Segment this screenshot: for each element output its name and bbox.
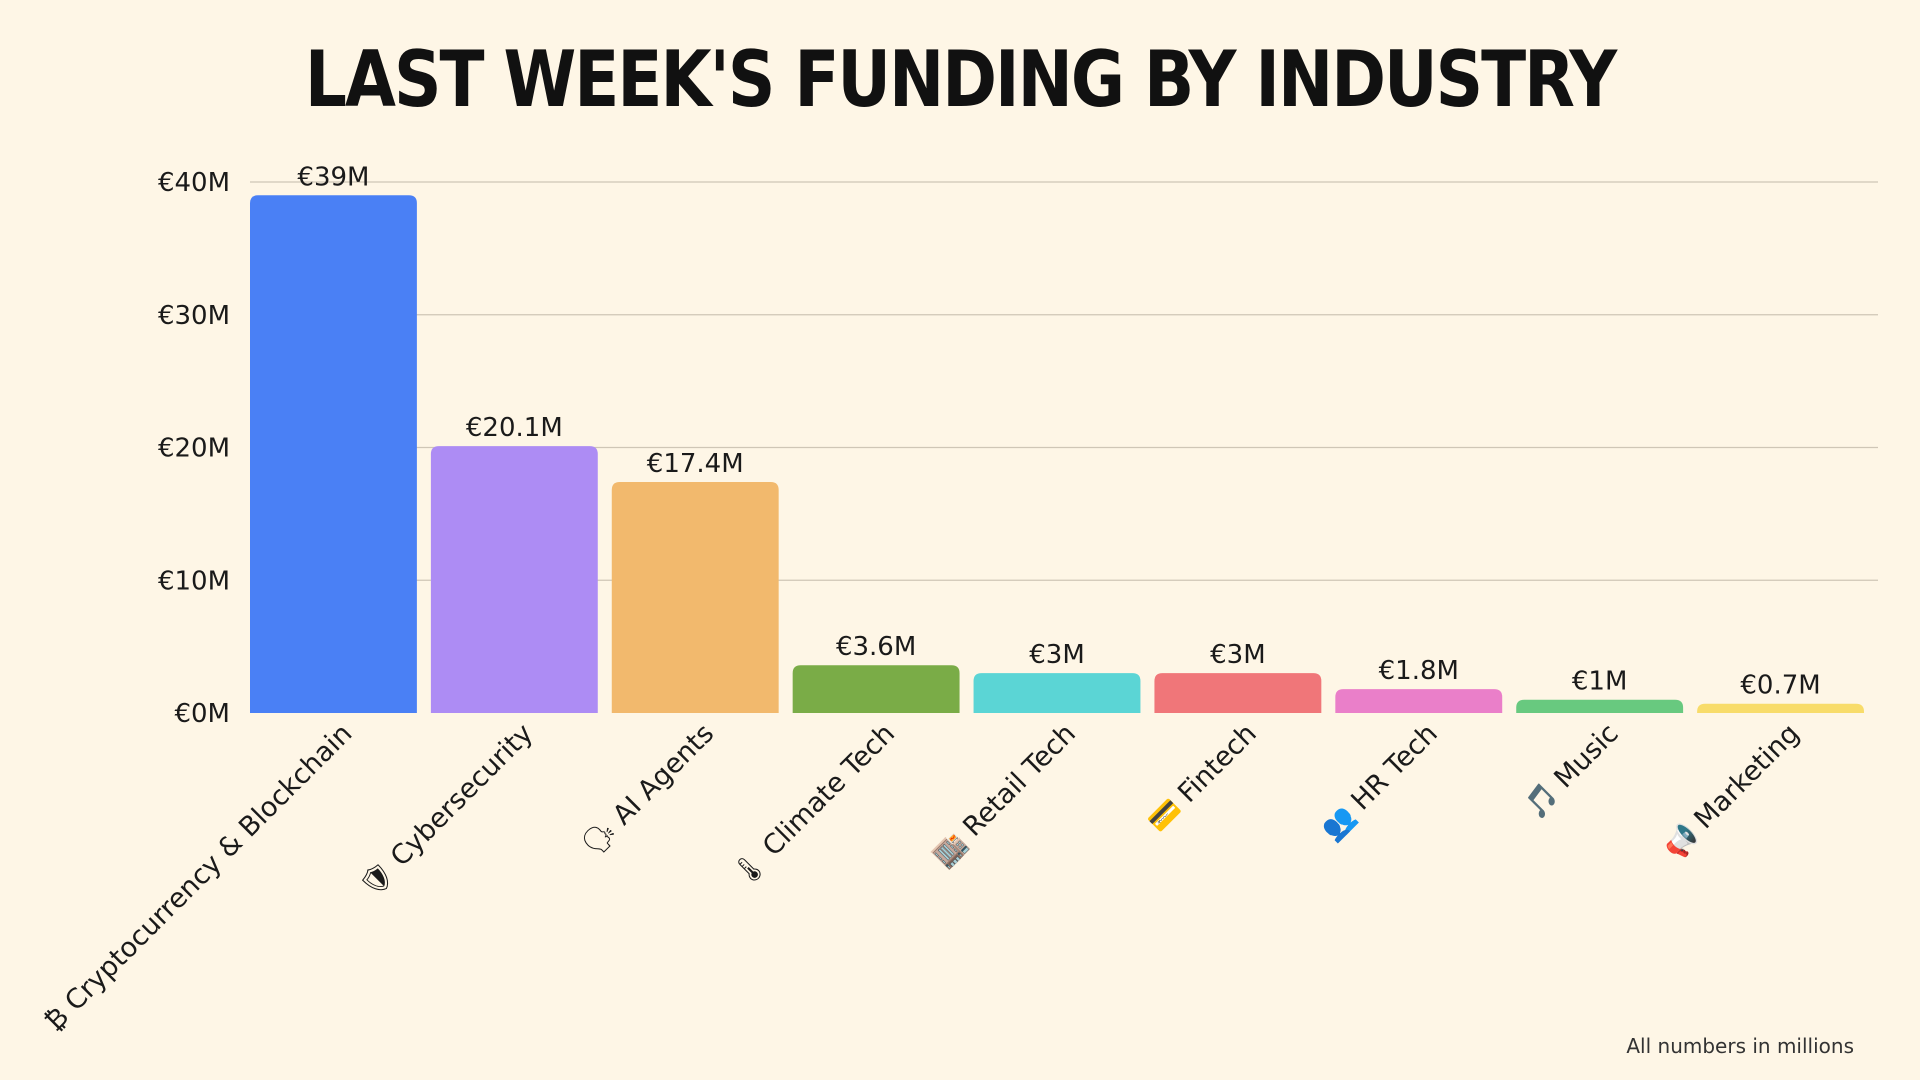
- y-axis-ticks: €0M €10M €20M €30M €40M: [158, 168, 230, 729]
- category-name: Music: [1548, 718, 1624, 794]
- bar-value-label: €3M: [1029, 640, 1085, 670]
- bar: [1154, 673, 1322, 713]
- category-name: Cryptocurrency & Blockchain: [59, 718, 358, 1017]
- category-name: Marketing: [1688, 718, 1805, 835]
- y-tick-label: €10M: [158, 566, 230, 596]
- y-tick-label: €40M: [158, 168, 230, 198]
- y-tick-label: €30M: [158, 301, 230, 331]
- category-name: HR Tech: [1345, 718, 1443, 816]
- x-tick-label: 🌡 Climate Tech: [727, 718, 902, 893]
- bar: [792, 665, 960, 713]
- bar-value-label: €17.4M: [647, 449, 744, 479]
- bar-value-label: €0.7M: [1740, 671, 1820, 701]
- bar: [1516, 699, 1684, 713]
- footnote: All numbers in millions: [1626, 1034, 1854, 1058]
- x-axis-labels: ₿ Cryptocurrency & Blockchain🛡 Cybersecu…: [39, 717, 1806, 1037]
- x-tick-label: 🗣 AI Agents: [577, 718, 720, 861]
- chart-title: LAST WEEK'S FUNDING BY INDUSTRY: [304, 34, 1617, 125]
- category-name: Fintech: [1172, 718, 1263, 809]
- x-tick-label: 🛡 Cybersecurity: [355, 718, 540, 903]
- bar-value-label: €3.6M: [836, 632, 916, 662]
- bar-value-label: €1.8M: [1379, 656, 1459, 686]
- bar-value-label: €20.1M: [466, 413, 563, 443]
- value-labels: €39M €20.1M €17.4M €3.6M €3M €3M €1.8M €1M €0.7M: [297, 162, 1820, 700]
- category-name: Climate Tech: [757, 718, 901, 862]
- bar: [430, 446, 598, 713]
- category-name: Cybersecurity: [385, 718, 540, 873]
- x-tick-label: 👥 HR Tech: [1316, 718, 1444, 846]
- x-tick-label: 📢 Marketing: [1658, 717, 1806, 865]
- x-tick-label: 🎵 Music: [1519, 718, 1625, 824]
- category-name: AI Agents: [607, 718, 720, 831]
- category-name: Retail Tech: [957, 718, 1082, 843]
- x-tick-label: 💳 Fintech: [1142, 718, 1263, 839]
- x-tick-label: 🏬 Retail Tech: [927, 718, 1082, 873]
- bar: [250, 195, 417, 713]
- x-tick-label: ₿ Cryptocurrency & Blockchain: [39, 718, 358, 1037]
- bar: [611, 482, 779, 713]
- bar-value-label: €3M: [1210, 640, 1266, 670]
- bar-value-label: €39M: [297, 162, 369, 192]
- bar-value-label: €1M: [1572, 667, 1628, 697]
- y-tick-label: €0M: [174, 699, 230, 729]
- bar: [973, 673, 1141, 713]
- y-tick-label: €20M: [158, 434, 230, 464]
- bar: [1697, 703, 1864, 713]
- bars: [250, 195, 1864, 713]
- bar: [1335, 689, 1503, 713]
